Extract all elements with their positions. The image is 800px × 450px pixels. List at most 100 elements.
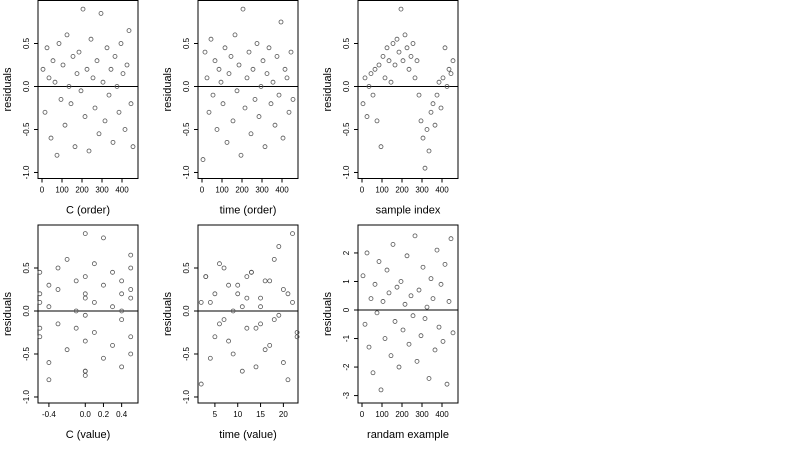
point: [221, 265, 227, 271]
x-tick-label: 0: [200, 186, 205, 195]
point: [394, 36, 400, 42]
plot-frame: [197, 0, 299, 179]
point: [442, 45, 448, 51]
plot-frame: [37, 224, 139, 404]
point: [272, 122, 278, 128]
point: [388, 353, 394, 359]
x-tick-label: 100: [55, 186, 69, 195]
point: [235, 291, 241, 297]
point: [102, 118, 108, 124]
point: [390, 41, 396, 46]
point: [110, 139, 116, 145]
point: [202, 49, 208, 55]
point: [428, 276, 434, 282]
point: [40, 66, 46, 72]
point: [119, 317, 125, 322]
point: [294, 334, 300, 340]
point: [288, 49, 294, 55]
point: [378, 387, 384, 393]
x-axis-label: sample index: [376, 204, 441, 216]
point: [422, 316, 428, 321]
x-tick-label: 20: [279, 410, 288, 419]
y-axis-label: residuals: [322, 291, 334, 336]
point: [82, 274, 88, 279]
point: [388, 79, 394, 85]
point: [406, 341, 412, 347]
point: [378, 144, 384, 150]
point: [256, 114, 262, 119]
point: [400, 327, 406, 333]
point: [217, 321, 222, 327]
point: [86, 148, 92, 154]
point: [198, 381, 204, 387]
point: [90, 75, 96, 81]
point: [230, 351, 236, 357]
point: [436, 324, 442, 330]
y-tick-label: -1: [342, 334, 351, 342]
point: [198, 299, 204, 305]
point: [37, 334, 43, 340]
point: [88, 36, 94, 42]
point: [402, 32, 408, 38]
x-tick-label: 200: [75, 186, 89, 195]
point: [285, 377, 291, 383]
point: [406, 66, 412, 72]
point: [380, 53, 386, 59]
point: [78, 88, 84, 94]
point: [119, 278, 125, 284]
x-tick-label: 0.2: [98, 410, 110, 419]
point: [244, 274, 250, 279]
point: [376, 62, 382, 68]
point: [100, 79, 106, 85]
point: [262, 144, 268, 150]
point: [254, 41, 260, 46]
point: [119, 364, 125, 370]
y-tick-label: -0.5: [22, 122, 31, 136]
point: [250, 66, 256, 72]
panel: 5 10 15 20 -1.0 -0.5 0.0 0.5 time (value) residua…: [162, 224, 300, 441]
x-tick-label: -0.4: [42, 410, 56, 419]
point: [207, 355, 213, 361]
point: [120, 71, 126, 76]
point: [438, 105, 444, 111]
point: [268, 101, 274, 107]
y-tick-label: -1.0: [182, 390, 191, 404]
x-tick-label: 300: [95, 186, 109, 195]
point: [91, 261, 97, 267]
point: [258, 295, 263, 301]
point: [46, 282, 52, 288]
x-tick-label: 300: [415, 186, 429, 195]
y-tick-label: -2: [342, 363, 351, 371]
x-tick-label: 10: [233, 410, 242, 419]
point: [82, 295, 88, 301]
point: [98, 10, 104, 16]
point: [404, 45, 410, 51]
point: [286, 109, 292, 115]
point: [360, 101, 366, 107]
point: [218, 79, 224, 85]
point: [239, 368, 245, 374]
y-tick-label: -0.5: [342, 122, 351, 136]
point: [253, 325, 259, 331]
point: [416, 92, 422, 98]
point: [396, 49, 402, 55]
x-tick-label: 0: [360, 410, 365, 419]
point: [64, 347, 70, 353]
point: [216, 66, 222, 72]
point: [54, 152, 60, 158]
point: [404, 253, 410, 259]
point: [46, 304, 52, 310]
point: [258, 84, 264, 89]
point: [248, 131, 254, 137]
point: [46, 75, 52, 81]
point: [396, 364, 402, 370]
x-axis-label: time (value): [219, 429, 276, 441]
point: [448, 71, 454, 76]
point: [408, 53, 414, 59]
point: [62, 122, 68, 128]
y-tick-label: 0.5: [342, 37, 351, 49]
point: [114, 84, 120, 89]
point: [382, 336, 388, 341]
